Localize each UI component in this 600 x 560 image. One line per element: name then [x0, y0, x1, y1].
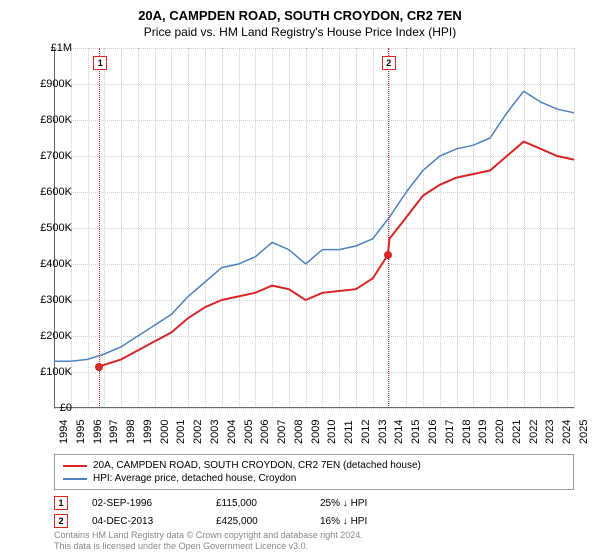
xtick-label: 2002 — [192, 420, 204, 444]
xtick-label: 2024 — [561, 420, 573, 444]
event-date: 02-SEP-1996 — [92, 498, 192, 509]
event-table: 1 02-SEP-1996 £115,000 25% ↓ HPI 2 04-DEC-201… — [54, 494, 574, 530]
xtick-label: 2004 — [226, 420, 238, 444]
xtick-label: 2022 — [528, 420, 540, 444]
series-line — [54, 91, 574, 361]
marker-label-box: 2 — [382, 56, 396, 70]
xtick-label: 2014 — [393, 420, 405, 444]
ytick-label: £900K — [32, 78, 72, 90]
xtick-label: 1996 — [92, 420, 104, 444]
xtick-label: 2006 — [259, 420, 271, 444]
event-num-box: 2 — [54, 514, 68, 528]
series-line — [99, 142, 574, 367]
line-series-svg — [54, 48, 574, 408]
event-price: £115,000 — [216, 498, 296, 509]
event-row: 1 02-SEP-1996 £115,000 25% ↓ HPI — [54, 494, 574, 512]
marker-dot — [384, 251, 392, 259]
chart-subtitle: Price paid vs. HM Land Registry's House … — [0, 23, 600, 45]
event-delta: 25% ↓ HPI — [320, 498, 420, 509]
marker-vline — [388, 48, 389, 408]
footer-line1: Contains HM Land Registry data © Crown c… — [54, 530, 574, 541]
event-delta: 16% ↓ HPI — [320, 516, 420, 527]
xtick-label: 2003 — [209, 420, 221, 444]
xtick-label: 2020 — [494, 420, 506, 444]
xtick-label: 2019 — [477, 420, 489, 444]
ytick-label: £200K — [32, 330, 72, 342]
xtick-label: 2023 — [544, 420, 556, 444]
ytick-label: £600K — [32, 186, 72, 198]
ytick-label: £100K — [32, 366, 72, 378]
marker-dot — [95, 363, 103, 371]
xtick-label: 2009 — [310, 420, 322, 444]
legend-row: 20A, CAMPDEN ROAD, SOUTH CROYDON, CR2 7E… — [63, 459, 565, 472]
xtick-label: 1997 — [108, 420, 120, 444]
xtick-label: 2018 — [461, 420, 473, 444]
plot-area: 12 — [54, 48, 574, 408]
gridline-v — [574, 48, 575, 408]
xtick-label: 1999 — [142, 420, 154, 444]
marker-vline — [99, 48, 100, 408]
legend-label: HPI: Average price, detached house, Croy… — [93, 473, 296, 484]
xtick-label: 2007 — [276, 420, 288, 444]
chart-container: 20A, CAMPDEN ROAD, SOUTH CROYDON, CR2 7E… — [0, 0, 600, 560]
xtick-label: 2012 — [360, 420, 372, 444]
xtick-label: 2005 — [243, 420, 255, 444]
ytick-label: £1M — [32, 42, 72, 54]
xtick-label: 2011 — [343, 420, 355, 444]
ytick-label: £0 — [32, 402, 72, 414]
xtick-label: 1998 — [125, 420, 137, 444]
ytick-label: £800K — [32, 114, 72, 126]
footer-attribution: Contains HM Land Registry data © Crown c… — [54, 530, 574, 552]
event-num-box: 1 — [54, 496, 68, 510]
marker-label-box: 1 — [93, 56, 107, 70]
xtick-label: 2015 — [410, 420, 422, 444]
legend-swatch — [63, 478, 87, 480]
xtick-label: 2000 — [159, 420, 171, 444]
footer-line2: This data is licensed under the Open Gov… — [54, 541, 574, 552]
xtick-label: 2010 — [326, 420, 338, 444]
xtick-label: 1995 — [75, 420, 87, 444]
event-date: 04-DEC-2013 — [92, 516, 192, 527]
xtick-label: 2025 — [578, 420, 590, 444]
xtick-label: 2016 — [427, 420, 439, 444]
event-row: 2 04-DEC-2013 £425,000 16% ↓ HPI — [54, 512, 574, 530]
xtick-label: 2021 — [511, 420, 523, 444]
xtick-label: 1994 — [58, 420, 70, 444]
xtick-label: 2017 — [444, 420, 456, 444]
ytick-label: £400K — [32, 258, 72, 270]
chart-title: 20A, CAMPDEN ROAD, SOUTH CROYDON, CR2 7E… — [0, 0, 600, 23]
legend: 20A, CAMPDEN ROAD, SOUTH CROYDON, CR2 7E… — [54, 454, 574, 490]
ytick-label: £300K — [32, 294, 72, 306]
ytick-label: £700K — [32, 150, 72, 162]
legend-swatch — [63, 465, 87, 467]
xtick-label: 2001 — [175, 420, 187, 444]
event-price: £425,000 — [216, 516, 296, 527]
gridline-h — [54, 408, 574, 409]
legend-label: 20A, CAMPDEN ROAD, SOUTH CROYDON, CR2 7E… — [93, 460, 421, 471]
xtick-label: 2008 — [293, 420, 305, 444]
legend-row: HPI: Average price, detached house, Croy… — [63, 472, 565, 485]
ytick-label: £500K — [32, 222, 72, 234]
xtick-label: 2013 — [377, 420, 389, 444]
